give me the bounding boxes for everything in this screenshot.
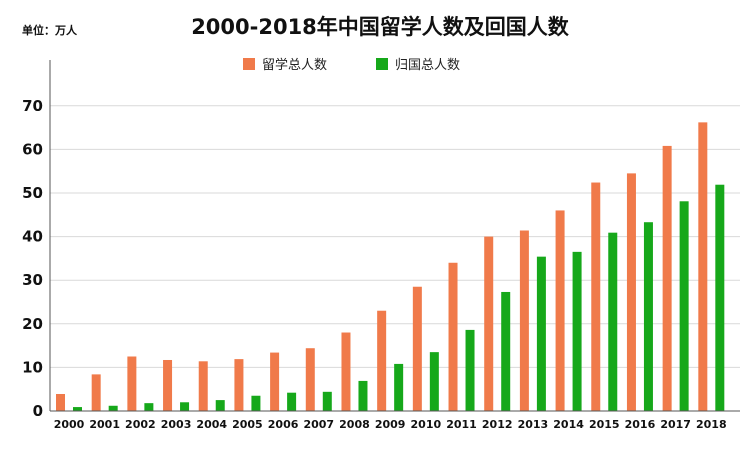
legend-swatch-series-2 <box>376 58 388 70</box>
bar-series-1-2009 <box>377 310 387 411</box>
x-tick-label: 2010 <box>411 418 442 431</box>
legend-label-series-2: 归国总人数 <box>395 58 460 73</box>
bar-series-2-2015 <box>608 232 618 411</box>
bar-series-1-2013 <box>519 230 529 411</box>
y-tick-label: 0 <box>33 402 43 420</box>
y-tick-label: 50 <box>22 184 43 202</box>
bar-series-1-2002 <box>127 356 137 411</box>
bar-series-2-2010 <box>429 352 439 411</box>
y-tick-label: 20 <box>22 315 43 333</box>
x-tick-label: 2009 <box>375 418 406 431</box>
bar-series-1-2017 <box>662 145 672 412</box>
bar-series-2-2017 <box>679 201 689 411</box>
x-tick-label: 2016 <box>625 418 656 431</box>
legend-swatch-series-1 <box>243 58 255 70</box>
x-tick-label: 2003 <box>161 418 192 431</box>
bar-series-2-2003 <box>180 402 190 411</box>
bar-series-1-2001 <box>91 374 101 411</box>
y-tick-label: 70 <box>22 97 43 115</box>
gridlines <box>50 105 740 368</box>
bar-series-1-2012 <box>484 236 494 411</box>
x-tick-label: 2013 <box>518 418 549 431</box>
x-tick-label: 2007 <box>303 418 334 431</box>
y-tick-label: 30 <box>22 271 43 289</box>
x-tick-label: 2002 <box>125 418 156 431</box>
y-axis: 0 10 20 30 40 50 60 70 <box>22 97 43 420</box>
x-tick-label: 2008 <box>339 418 370 431</box>
legend-label-series-1: 留学总人数 <box>262 57 327 73</box>
x-tick-label: 2005 <box>232 418 263 431</box>
bar-series-2-2011 <box>465 329 475 411</box>
legend: 留学总人数 归国总人数 <box>243 57 460 73</box>
x-tick-label: 2011 <box>446 418 477 431</box>
bar-series-1-2015 <box>591 182 601 411</box>
chart-title: 2000-2018年中国留学人数及回国人数 <box>191 15 570 39</box>
x-tick-label: 2000 <box>54 418 85 431</box>
bar-series-2-2007 <box>322 391 332 411</box>
x-tick-label: 2018 <box>696 418 727 431</box>
x-tick-label: 2017 <box>660 418 691 431</box>
bar-series-1-2016 <box>626 173 636 411</box>
unit-label: 单位：万人 <box>22 23 78 37</box>
bar-series-2-2002 <box>144 403 154 411</box>
bar-series-1-2008 <box>341 332 351 411</box>
x-tick-label: 2001 <box>89 418 120 431</box>
bar-series-2-2013 <box>536 256 546 411</box>
bar-series-2-2016 <box>643 222 653 411</box>
bars <box>56 122 725 412</box>
x-tick-label: 2006 <box>268 418 299 431</box>
bar-series-2-2005 <box>251 395 261 411</box>
bar-series-1-2000 <box>56 393 65 411</box>
bar-series-1-2005 <box>234 359 244 411</box>
bar-series-2-2009 <box>394 363 404 411</box>
bar-series-1-2010 <box>412 286 422 411</box>
x-axis: 2000 2001 2002 2003 2004 2005 2006 2007 2008 2009… <box>54 418 727 431</box>
x-tick-label: 2015 <box>589 418 620 431</box>
bar-series-1-2007 <box>305 348 315 411</box>
y-tick-label: 10 <box>22 358 43 376</box>
bar-series-1-2004 <box>198 361 208 411</box>
bar-series-1-2011 <box>448 262 458 411</box>
bar-series-2-2012 <box>501 291 511 411</box>
bar-series-2-2018 <box>715 184 725 411</box>
bar-series-1-2006 <box>270 352 280 411</box>
bar-series-2-2008 <box>358 380 368 411</box>
x-tick-label: 2014 <box>553 418 584 431</box>
x-tick-label: 2004 <box>196 418 227 431</box>
bar-series-1-2014 <box>555 210 565 411</box>
y-tick-label: 40 <box>22 228 43 246</box>
bar-series-2-2004 <box>215 400 225 411</box>
bar-series-2-2001 <box>108 405 118 411</box>
bar-series-1-2003 <box>163 359 173 411</box>
bar-series-2-2000 <box>73 407 82 411</box>
bar-series-2-2006 <box>287 392 297 411</box>
bar-series-1-2018 <box>698 122 708 412</box>
y-tick-label: 60 <box>22 140 43 158</box>
x-tick-label: 2012 <box>482 418 513 431</box>
bar-series-2-2014 <box>572 251 582 411</box>
